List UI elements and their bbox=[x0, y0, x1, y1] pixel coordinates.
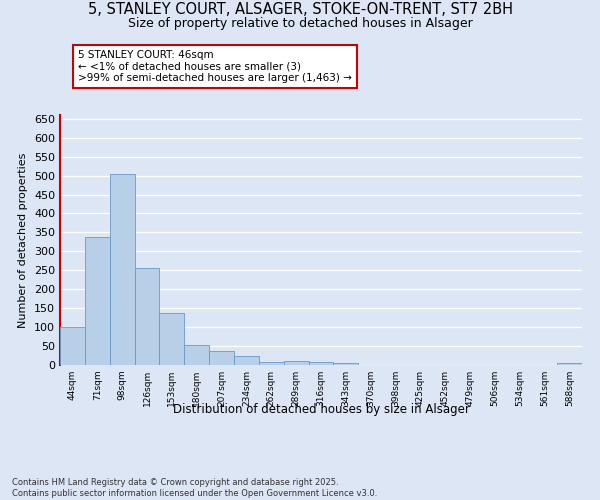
Bar bbox=[60, 327, 85, 365]
Text: Contains HM Land Registry data © Crown copyright and database right 2025.
Contai: Contains HM Land Registry data © Crown c… bbox=[12, 478, 377, 498]
Bar bbox=[209, 352, 234, 365]
Bar bbox=[160, 312, 184, 365]
Bar bbox=[557, 363, 582, 365]
Bar bbox=[134, 268, 160, 365]
Y-axis label: Number of detached properties: Number of detached properties bbox=[19, 152, 28, 328]
Text: Distribution of detached houses by size in Alsager: Distribution of detached houses by size … bbox=[173, 402, 469, 415]
Bar bbox=[184, 346, 209, 365]
Text: 5, STANLEY COURT, ALSAGER, STOKE-ON-TRENT, ST7 2BH: 5, STANLEY COURT, ALSAGER, STOKE-ON-TREN… bbox=[88, 2, 512, 18]
Bar bbox=[85, 237, 110, 365]
Bar bbox=[308, 362, 334, 365]
Bar bbox=[334, 363, 358, 365]
Bar bbox=[284, 361, 308, 365]
Bar bbox=[110, 174, 134, 365]
Bar bbox=[259, 362, 284, 365]
Text: 5 STANLEY COURT: 46sqm
← <1% of detached houses are smaller (3)
>99% of semi-det: 5 STANLEY COURT: 46sqm ← <1% of detached… bbox=[78, 50, 352, 83]
Bar bbox=[234, 356, 259, 365]
Text: Size of property relative to detached houses in Alsager: Size of property relative to detached ho… bbox=[128, 18, 472, 30]
